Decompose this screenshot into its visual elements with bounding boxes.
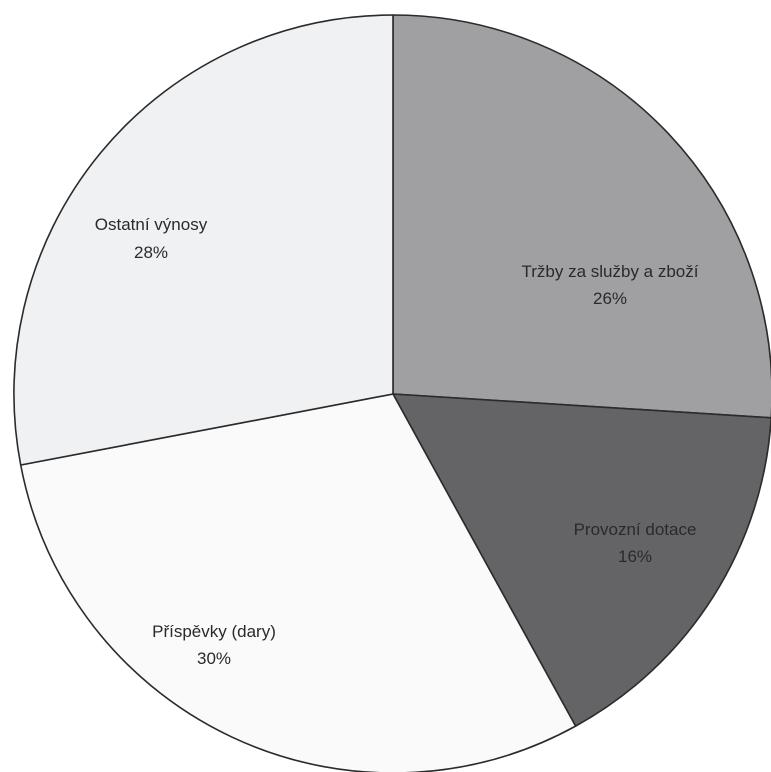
slice-label-group-ostatni: Ostatní výnosy 28%: [95, 215, 208, 262]
slice-label-dotace: Provozní dotace: [574, 520, 697, 539]
slice-label-ostatni: Ostatní výnosy: [95, 215, 208, 234]
slice-percent-ostatni: 28%: [134, 243, 168, 262]
slice-label-prispevky: Příspěvky (dary): [152, 622, 276, 641]
slice-label-group-trzby: Tržby za služby a zboží 26%: [522, 262, 699, 308]
slice-percent-prispevky: 30%: [197, 649, 231, 668]
pie-slices: [13, 14, 771, 772]
slice-percent-dotace: 16%: [618, 547, 652, 566]
slice-label-group-prispevky: Příspěvky (dary) 30%: [152, 622, 276, 668]
slice-percent-trzby: 26%: [593, 289, 627, 308]
pie-slice-prispevky: [19, 393, 577, 772]
pie-slice-dotace: [392, 393, 771, 727]
slice-label-group-dotace: Provozní dotace 16%: [574, 520, 697, 566]
pie-slice-trzby: [392, 14, 771, 419]
slice-label-trzby: Tržby za služby a zboží: [522, 262, 699, 281]
pie-slice-ostatni: [13, 14, 394, 466]
